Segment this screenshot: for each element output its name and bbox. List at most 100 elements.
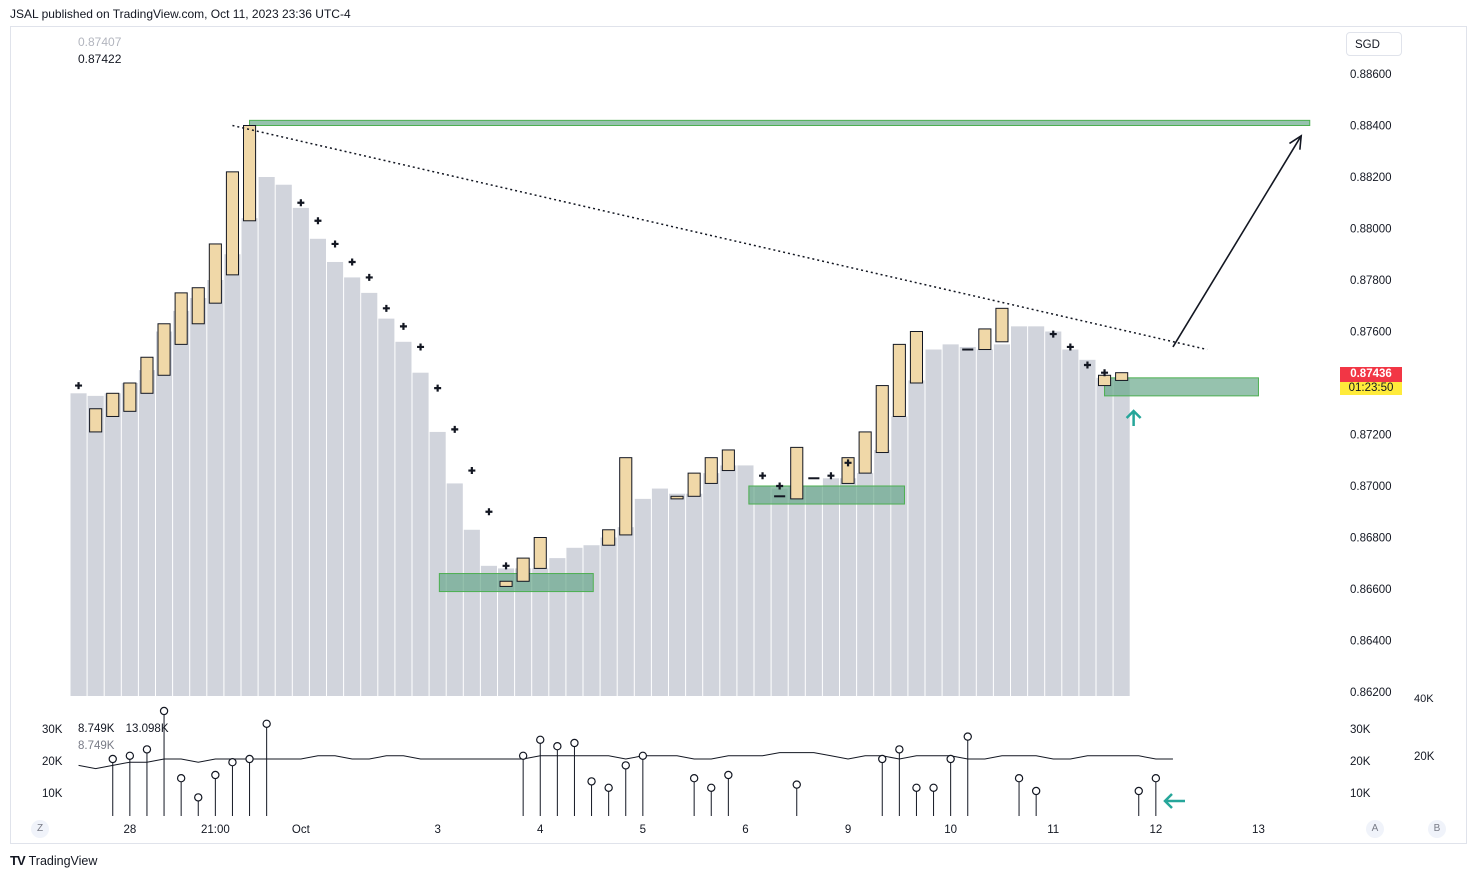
volume-tick-right: 10K (1350, 788, 1371, 800)
background-bar (275, 184, 292, 696)
candle-body (191, 287, 205, 325)
background-bar (737, 465, 754, 696)
time-tick-label: 10 (944, 824, 957, 836)
volume-tick-right: 30K (1350, 724, 1371, 736)
time-axis: 28 21:00 Oct 3 4 5 6 9 10 11 12 13 (123, 824, 1264, 836)
volume-point (1151, 774, 1161, 783)
background-bar (1062, 349, 1079, 696)
price-tick-label: 0.88600 (1350, 69, 1392, 81)
volume-point (912, 783, 921, 793)
background-bar (361, 292, 378, 696)
volume-point (895, 745, 904, 754)
cross-marker (759, 472, 767, 480)
cross-marker (468, 467, 476, 475)
background-bar (121, 383, 138, 696)
candle-body (875, 385, 889, 454)
candle-body (1115, 372, 1129, 381)
background-bar (1028, 326, 1045, 696)
cross-marker (485, 508, 493, 516)
auto-scale-button[interactable]: A (1366, 820, 1384, 838)
candle-body (140, 356, 154, 394)
price-tick-label: 0.87200 (1350, 430, 1392, 442)
background-bar (87, 395, 104, 696)
price-tick-label: 0.88400 (1350, 121, 1392, 133)
volume-tick-right: 20K (1350, 756, 1371, 768)
cross-marker (451, 425, 459, 433)
time-tick-label: 13 (1252, 824, 1265, 836)
volume-point (194, 793, 203, 802)
background-bar (566, 547, 583, 696)
candle-body (721, 449, 735, 472)
candle-body (687, 472, 701, 497)
background-bar (959, 346, 976, 696)
price-tick-label: 0.88000 (1350, 224, 1392, 236)
cross-marker (331, 240, 339, 248)
cross-marker (1083, 361, 1091, 369)
volume-point (108, 754, 117, 764)
tradingview-logo-icon: TV (10, 853, 26, 868)
cross-marker (1066, 343, 1074, 351)
cross-marker (1049, 330, 1057, 338)
cross-marker (434, 384, 442, 392)
candle-body (704, 457, 718, 484)
zones (249, 119, 1311, 593)
projection-arrow-head (1289, 134, 1303, 150)
background-bar (532, 568, 549, 696)
volume-tick-far: 20K (1414, 751, 1435, 763)
volume-point (724, 770, 733, 780)
background-bar (822, 478, 839, 696)
doji-candle (774, 495, 786, 498)
chart-frame (10, 26, 1467, 844)
background-bar (651, 488, 668, 696)
cross-marker (502, 562, 510, 570)
background-bar (429, 431, 446, 696)
candle-body (208, 243, 222, 304)
support-zone (249, 119, 1311, 126)
cross-marker (399, 322, 407, 330)
log-scale-button[interactable]: B (1428, 820, 1446, 838)
zoom-button[interactable]: Z (31, 820, 49, 838)
volume-point (245, 754, 254, 764)
price-tick-label: 0.86800 (1350, 533, 1392, 545)
background-bar (344, 277, 361, 696)
background-bar (549, 558, 566, 696)
candle-body (174, 292, 188, 345)
time-tick-label: 4 (537, 824, 544, 836)
support-zone (438, 573, 594, 593)
volume-point (621, 761, 630, 770)
time-tick-label: 11 (1047, 824, 1059, 836)
price-tick-label: 0.87600 (1350, 327, 1392, 339)
time-tick-label: 28 (123, 824, 136, 836)
last-price-label: 0.87436 01:23:50 (1340, 367, 1402, 395)
volume-point (228, 758, 237, 767)
background-bar (942, 344, 959, 696)
background-bar (720, 465, 737, 696)
background-bar (840, 478, 857, 696)
background-bar (224, 254, 241, 696)
cross-marker (365, 273, 373, 281)
volume-point (878, 754, 887, 764)
currency-button[interactable]: SGD (1346, 32, 1402, 56)
volume-point (536, 735, 545, 745)
background-bar (138, 370, 155, 696)
candle-body (978, 328, 992, 351)
background-bar (292, 207, 309, 696)
volume-point (553, 742, 562, 751)
left-arrow-icon (1163, 793, 1185, 809)
footer-brand[interactable]: TradingView (28, 853, 98, 868)
background-bar (70, 393, 87, 696)
background-bar (104, 393, 121, 696)
volume-point (211, 770, 220, 780)
background-bar (207, 280, 224, 696)
volume-point (689, 774, 699, 783)
candle-body (499, 580, 513, 587)
candle-body (995, 307, 1009, 343)
background-bar (805, 486, 822, 696)
candle-body (858, 431, 872, 474)
cross-marker (314, 217, 322, 225)
volume-tick-left: 30K (42, 724, 63, 736)
background-bar (583, 545, 600, 696)
price-tick-label: 0.88200 (1350, 172, 1392, 184)
support-zone (748, 485, 905, 505)
